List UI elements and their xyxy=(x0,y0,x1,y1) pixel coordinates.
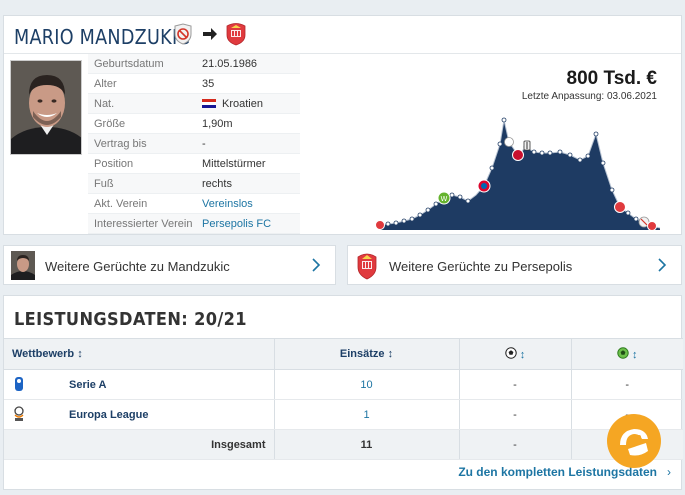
fact-label: Vertrag bis xyxy=(94,138,147,150)
assists-column-header[interactable]: ↕ xyxy=(570,338,683,370)
goals-column-header[interactable]: ↕ xyxy=(458,338,571,370)
fact-row-position: Position Mittelstürmer xyxy=(88,154,300,174)
market-value-chart[interactable]: W xyxy=(370,108,666,230)
table-row: Europa League 1 - - xyxy=(4,399,683,430)
player-thumbnail xyxy=(11,251,35,280)
position-value: Mittelstürmer xyxy=(202,158,266,170)
europa-league-logo xyxy=(14,406,24,421)
birthdate-value: 21.05.1986 xyxy=(202,58,258,70)
performance-card: LEISTUNGSDATEN: 20/21 Wettbewerb ↕ Einsä… xyxy=(3,295,683,490)
club-rumors-label: Weitere Gerüchte zu Persepolis xyxy=(389,259,573,274)
assists-cell: - xyxy=(570,369,683,400)
fact-label: Akt. Verein xyxy=(94,198,148,210)
fact-row-foot: Fuß rechts xyxy=(88,174,300,194)
persepolis-crest-icon[interactable] xyxy=(225,22,247,46)
chevron-right-icon xyxy=(312,258,321,272)
full-performance-link[interactable]: Zu den kompletten Leistungsdaten › xyxy=(458,465,671,479)
current-club-link[interactable]: Vereinslos xyxy=(202,198,253,210)
player-profile-card: MARIO MANDZUKIC xyxy=(3,15,682,235)
performance-table: Wettbewerb ↕ Einsätze ↕ ↕ ↕ xyxy=(4,338,683,460)
age-value: 35 xyxy=(202,78,215,90)
fact-row-contract: Vertrag bis - xyxy=(88,134,300,154)
fact-label: Nat. xyxy=(94,98,115,110)
appearances-link[interactable]: 10 xyxy=(360,378,373,391)
sort-icon: ↕ xyxy=(519,349,526,361)
watermark-logo-icon xyxy=(607,414,661,468)
full-performance-label: Zu den kompletten Leistungsdaten xyxy=(458,465,657,479)
market-value[interactable]: 800 Tsd. € xyxy=(566,68,657,89)
competition-link[interactable]: Serie A xyxy=(69,379,107,391)
fact-row-nationality: Nat. Kroatien xyxy=(88,94,300,114)
fact-row-current-club: Akt. Verein Vereinslos xyxy=(88,194,300,214)
player-name: MARIO MANDZUKIC xyxy=(14,25,190,49)
croatia-flag-icon xyxy=(202,99,216,108)
chevron-right-icon: › xyxy=(667,465,671,479)
player-photo xyxy=(10,60,82,155)
nationality-value: Kroatien xyxy=(202,98,263,110)
svg-text:W: W xyxy=(441,195,448,203)
competition-link[interactable]: Europa League xyxy=(69,409,149,421)
competition-cell: Europa League xyxy=(4,399,274,430)
total-goals: - xyxy=(458,429,571,460)
club-badges: W xyxy=(375,137,657,230)
player-rumors-label: Weitere Gerüchte zu Mandzukic xyxy=(45,259,230,274)
total-appearances: 11 xyxy=(273,429,459,460)
player-rumors-button[interactable]: Weitere Gerüchte zu Mandzukic xyxy=(3,245,336,285)
player-facts: Geburtsdatum 21.05.1986 Alter 35 Nat. Kr… xyxy=(88,54,300,234)
foot-value: rechts xyxy=(202,178,232,190)
ball-icon xyxy=(505,347,517,359)
goals-cell: - xyxy=(458,369,571,400)
appearances-column-header[interactable]: Einsätze ↕ xyxy=(273,338,459,370)
chevron-right-icon xyxy=(658,258,667,272)
fact-row-birthdate: Geburtsdatum 21.05.1986 xyxy=(88,54,300,74)
goals-cell: - xyxy=(458,399,571,430)
market-value-last-update: Letzte Anpassung: 03.06.2021 xyxy=(521,91,657,102)
performance-title: LEISTUNGSDATEN: 20/21 xyxy=(14,309,247,330)
sort-icon: ↕ xyxy=(632,349,638,361)
assist-ball-icon xyxy=(617,347,629,359)
fact-row-height: Größe 1,90m xyxy=(88,114,300,134)
market-value-points xyxy=(385,117,639,227)
fact-label: Position xyxy=(94,158,134,170)
fact-row-interested-club: Interessierter Verein Persepolis FC xyxy=(88,214,300,234)
table-row: Serie A 10 - - xyxy=(4,369,683,400)
fact-label: Interessierter Verein xyxy=(94,218,193,230)
total-row: Insgesamt 11 - - xyxy=(4,429,683,460)
arrow-right-icon xyxy=(203,28,217,40)
appearances-cell: 10 xyxy=(273,369,459,400)
fact-label: Geburtsdatum xyxy=(94,58,164,70)
persepolis-crest-icon xyxy=(357,253,377,280)
club-rumors-button[interactable]: Weitere Gerüchte zu Persepolis xyxy=(347,245,682,285)
serie-a-logo xyxy=(15,377,23,391)
competition-cell: Serie A xyxy=(4,369,274,400)
fact-label: Größe xyxy=(94,118,126,130)
fact-row-age: Alter 35 xyxy=(88,74,300,94)
appearances-cell: 1 xyxy=(273,399,459,430)
nationality-text: Kroatien xyxy=(222,98,263,110)
player-header: MARIO MANDZUKIC xyxy=(4,16,681,54)
competition-column-header[interactable]: Wettbewerb ↕ xyxy=(4,338,274,370)
height-value: 1,90m xyxy=(202,118,233,130)
market-value-area xyxy=(380,120,660,230)
total-label: Insgesamt xyxy=(4,429,274,460)
performance-header-row: Wettbewerb ↕ Einsätze ↕ ↕ ↕ xyxy=(4,338,683,370)
no-club-icon[interactable] xyxy=(174,23,192,45)
fact-label: Alter xyxy=(94,78,117,90)
contract-value: - xyxy=(202,138,206,150)
fact-label: Fuß xyxy=(94,178,114,190)
interested-club-link[interactable]: Persepolis FC xyxy=(202,218,272,230)
appearances-link[interactable]: 1 xyxy=(363,408,370,421)
